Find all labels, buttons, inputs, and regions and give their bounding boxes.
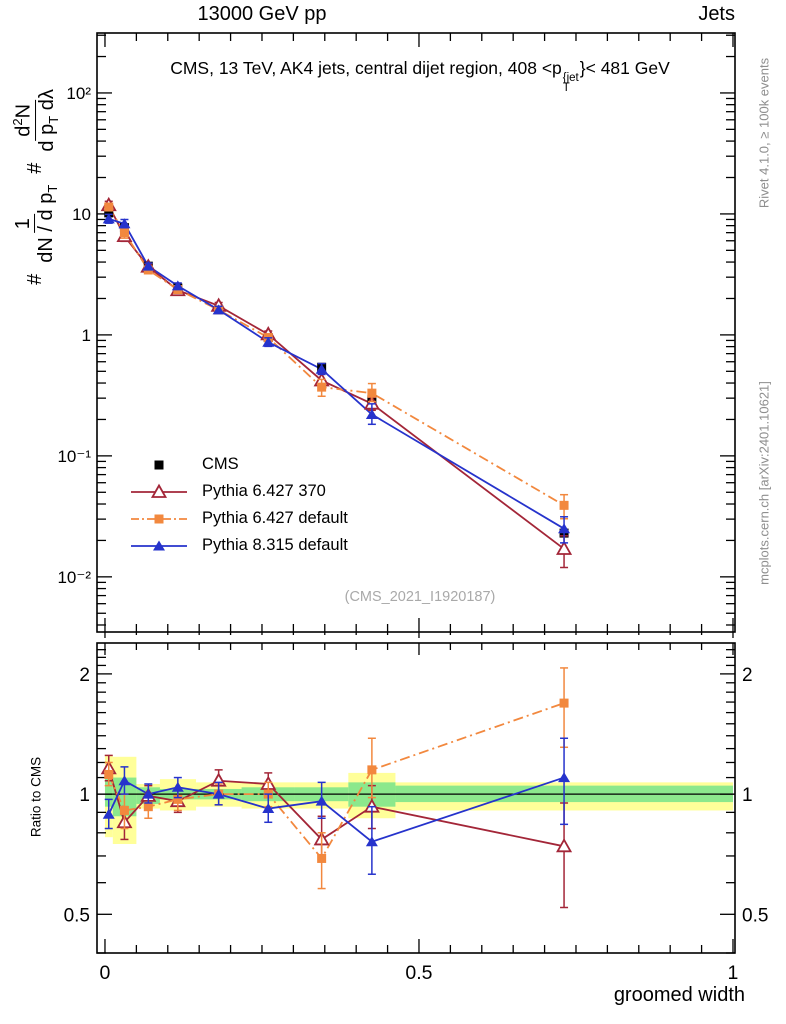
pythia6-default-marker-icon bbox=[131, 514, 187, 523]
x-axis-label: groomed width bbox=[613, 984, 745, 1006]
header-beam-energy: 13000 GeV pp bbox=[197, 3, 327, 25]
ratio-y-axis-label: Ratio to CMS bbox=[28, 756, 44, 838]
analysis-id-watermark: (CMS_2021_I1920187) bbox=[344, 589, 496, 605]
svg-text:1: 1 bbox=[79, 785, 90, 806]
svg-text:1: 1 bbox=[82, 326, 91, 345]
svg-text:10⁻²: 10⁻² bbox=[57, 568, 91, 587]
pythia6-370-marker-icon bbox=[131, 483, 187, 498]
svg-text:0.5: 0.5 bbox=[405, 962, 432, 984]
svg-text:2: 2 bbox=[79, 665, 90, 686]
legend-item-cms: CMS bbox=[128, 451, 348, 478]
ylabel-fraction-2: d2N d pT dλ bbox=[10, 89, 61, 152]
plot-title: CMS, 13 TeV, AK4 jets, central dijet reg… bbox=[170, 58, 670, 94]
pt-jet-supsub: {jet T bbox=[562, 72, 579, 94]
svg-text:0: 0 bbox=[100, 962, 111, 984]
svg-text:0.5: 0.5 bbox=[64, 905, 90, 926]
svg-text:1: 1 bbox=[728, 962, 739, 984]
legend-item-pythia6-default: Pythia 6.427 default bbox=[128, 505, 348, 532]
header-analysis-group: Jets bbox=[698, 3, 735, 25]
svg-text:0.5: 0.5 bbox=[742, 905, 768, 926]
svg-text:10: 10 bbox=[72, 205, 91, 224]
legend-item-pythia8-default: Pythia 8.315 default bbox=[128, 532, 348, 559]
main-y-axis-label: # 1 dN / d pT # d2N d pT dλ bbox=[10, 89, 61, 285]
svg-text:10²: 10² bbox=[66, 84, 91, 103]
ylabel-fraction-1: 1 dN / d pT bbox=[11, 184, 60, 263]
rivet-version-credit: Rivet 4.1.0, ≥ 100k events bbox=[756, 57, 772, 209]
legend-item-pythia6-370: Pythia 6.427 370 bbox=[128, 478, 348, 505]
svg-text:2: 2 bbox=[742, 665, 753, 686]
mcplots-credit: mcplots.cern.ch [arXiv:2401.10621] bbox=[756, 381, 772, 585]
pythia8-default-marker-icon bbox=[131, 540, 187, 550]
svg-text:10⁻¹: 10⁻¹ bbox=[57, 447, 91, 466]
legend: CMS Pythia 6.427 370 Pythia 6.427 defaul… bbox=[128, 451, 348, 559]
svg-text:1: 1 bbox=[742, 785, 753, 806]
cms-marker-icon bbox=[154, 460, 164, 469]
